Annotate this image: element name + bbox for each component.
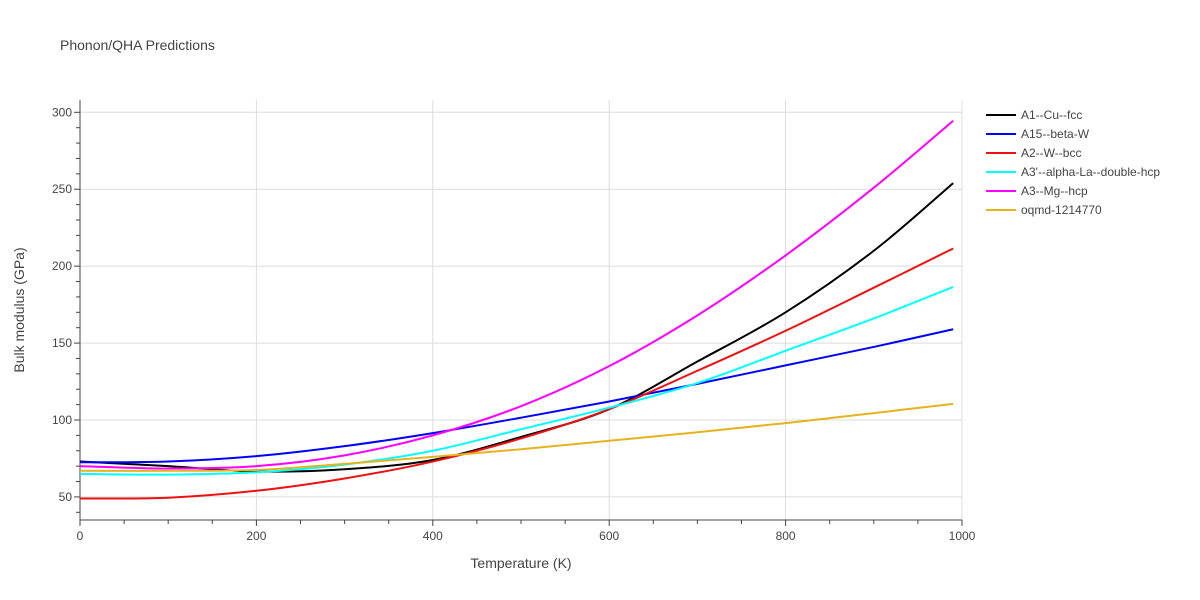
y-tick-label: 150 <box>52 336 72 350</box>
legend-item[interactable]: A15--beta-W <box>986 127 1090 141</box>
legend-label: A15--beta-W <box>1021 127 1090 141</box>
x-tick-label: 1000 <box>949 529 976 543</box>
x-tick-label: 600 <box>599 529 619 543</box>
y-tick-label: 300 <box>52 105 72 119</box>
y-axis-title: Bulk modulus (GPa) <box>11 247 27 372</box>
legend-item[interactable]: A1--Cu--fcc <box>986 108 1082 122</box>
legend-label: A2--W--bcc <box>1021 146 1081 160</box>
legend-item[interactable]: A3'--alpha-La--double-hcp <box>986 165 1160 179</box>
series-group <box>79 120 954 500</box>
y-tick-label: 200 <box>52 259 72 273</box>
axes: 0 200 400 600 800 1000 50 100 150 200 250 300 <box>52 100 976 543</box>
legend: A1--Cu--fcc A15--beta-W A2--W--bcc A3'--alp… <box>986 108 1160 217</box>
y-tick-label: 100 <box>52 413 72 427</box>
series-line-a3-mg-hcp <box>79 120 954 470</box>
y-tick-label: 50 <box>59 490 73 504</box>
legend-label: oqmd-1214770 <box>1021 203 1102 217</box>
x-tick-label: 0 <box>77 529 84 543</box>
x-tick-label: 400 <box>423 529 443 543</box>
legend-label: A3--Mg--hcp <box>1021 184 1088 198</box>
series-line-oqmd-1214770 <box>79 402 954 472</box>
series-line-a15-beta-w <box>79 328 954 464</box>
x-axis-title: Temperature (K) <box>470 555 571 571</box>
legend-label: A3'--alpha-La--double-hcp <box>1021 165 1160 179</box>
series-line-a2-w-bcc <box>79 247 954 500</box>
x-tick-label: 200 <box>246 529 266 543</box>
legend-item[interactable]: oqmd-1214770 <box>986 203 1102 217</box>
x-tick-label: 800 <box>776 529 796 543</box>
legend-item[interactable]: A2--W--bcc <box>986 146 1081 160</box>
legend-label: A1--Cu--fcc <box>1021 108 1082 122</box>
legend-item[interactable]: A3--Mg--hcp <box>986 184 1088 198</box>
series-line-a3-alpha-la-double-hcp <box>79 285 954 476</box>
chart-title: Phonon/QHA Predictions <box>60 37 215 53</box>
y-tick-label: 250 <box>52 182 72 196</box>
grid <box>80 100 963 520</box>
series-line-a1-cu-fcc <box>79 182 954 473</box>
